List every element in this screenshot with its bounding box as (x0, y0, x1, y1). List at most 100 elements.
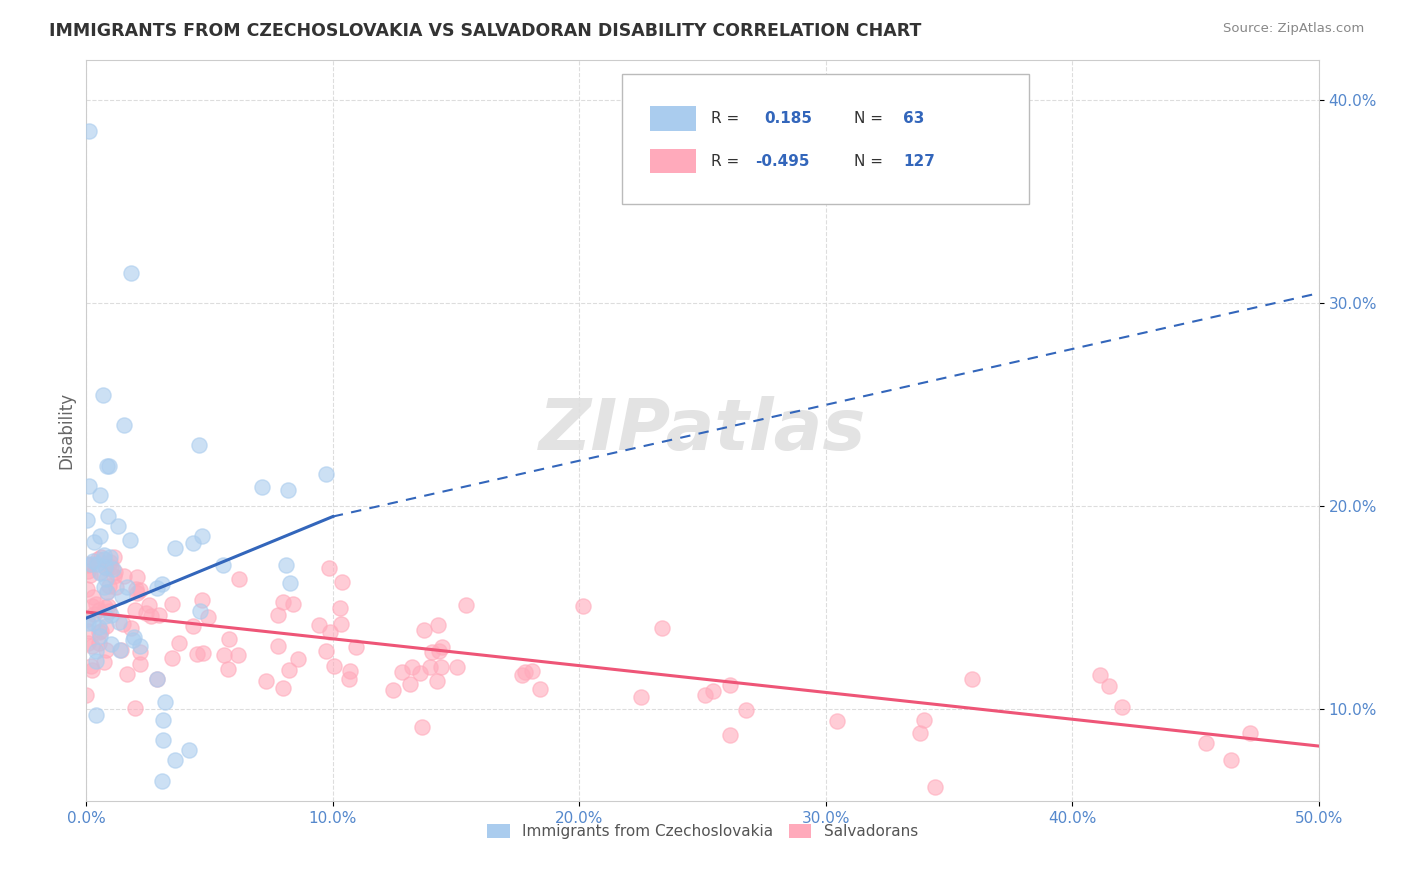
Point (84, 708, 107, 723)
Point (267, 608, 290, 623)
Point (100, 607, 122, 622)
Point (86, 558, 108, 572)
Point (89, 565, 111, 579)
Point (89, 488, 111, 502)
Point (79, 568, 101, 582)
Point (90, 550, 112, 565)
Point (702, 684, 724, 698)
Point (651, 621, 673, 635)
Point (87, 625, 110, 640)
Point (77, 636, 100, 650)
Point (111, 616, 134, 631)
Point (271, 595, 294, 609)
Point (825, 714, 848, 728)
Point (76, 624, 98, 638)
Point (112, 569, 135, 583)
Point (135, 607, 157, 621)
Point (287, 651, 309, 665)
Text: N =: N = (853, 112, 883, 127)
Point (401, 660, 423, 674)
Point (112, 418, 135, 433)
Text: N =: N = (853, 153, 883, 169)
Point (103, 562, 125, 576)
Point (129, 657, 152, 671)
Point (100, 637, 122, 651)
Point (89, 566, 111, 580)
Point (77, 479, 100, 493)
Point (267, 639, 290, 653)
Point (382, 683, 405, 698)
Text: 63: 63 (904, 112, 925, 127)
Point (188, 438, 211, 452)
Point (211, 558, 233, 573)
Point (191, 529, 214, 543)
Point (718, 727, 741, 741)
Point (155, 695, 177, 709)
Point (76, 582, 98, 596)
Point (278, 576, 301, 591)
Point (413, 624, 436, 638)
Point (80, 599, 103, 613)
Point (107, 519, 129, 533)
Point (337, 672, 360, 686)
Point (82, 663, 104, 677)
Point (146, 581, 169, 595)
Point (214, 648, 236, 663)
Point (693, 688, 716, 702)
Point (420, 645, 443, 659)
FancyBboxPatch shape (623, 74, 1029, 204)
Point (100, 560, 122, 574)
Point (912, 714, 935, 728)
Point (429, 659, 451, 673)
Point (572, 599, 595, 613)
Point (103, 569, 125, 583)
Point (1239, 725, 1261, 739)
Point (254, 673, 277, 688)
Point (96, 584, 118, 599)
Point (83, 607, 105, 621)
Point (82, 615, 104, 630)
Point (252, 480, 274, 494)
Point (318, 624, 340, 639)
Legend: Immigrants from Czechoslovakia, Salvadorans: Immigrants from Czechoslovakia, Salvador… (481, 818, 924, 845)
Point (226, 648, 249, 662)
Point (426, 674, 449, 689)
Point (167, 636, 190, 650)
Point (98, 604, 121, 618)
Point (138, 598, 160, 612)
Point (148, 608, 170, 623)
Point (117, 580, 139, 594)
Point (399, 676, 422, 690)
Point (273, 681, 295, 695)
Point (391, 665, 413, 679)
Point (323, 659, 346, 673)
Point (86, 654, 108, 668)
Text: ZIPatlas: ZIPatlas (538, 396, 866, 465)
Point (160, 651, 183, 665)
Point (89, 636, 111, 650)
Point (218, 632, 240, 646)
Point (186, 647, 208, 661)
Point (86, 552, 108, 566)
Point (278, 663, 301, 677)
Point (427, 644, 450, 658)
Point (77, 564, 100, 578)
Point (179, 743, 201, 757)
Point (1194, 736, 1216, 750)
Point (630, 690, 652, 704)
Point (908, 725, 931, 739)
Point (122, 633, 145, 648)
Point (181, 536, 204, 550)
Point (93, 580, 115, 594)
Point (83, 534, 105, 549)
Point (127, 570, 149, 584)
Point (93, 551, 115, 566)
Point (84, 644, 107, 658)
Point (111, 590, 134, 604)
Point (97, 599, 120, 613)
Point (411, 720, 433, 734)
Point (718, 678, 741, 692)
Point (330, 616, 353, 631)
FancyBboxPatch shape (650, 149, 696, 173)
Point (339, 664, 361, 678)
